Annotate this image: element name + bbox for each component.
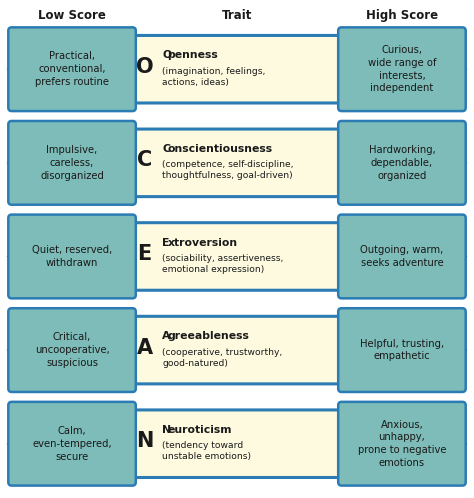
FancyBboxPatch shape [9,308,136,392]
Text: penness: penness [168,50,219,60]
Polygon shape [9,316,465,384]
Text: E: E [137,244,152,264]
Text: O: O [136,57,154,77]
Text: greeableness: greeableness [168,331,249,341]
Text: Helpful, trusting,
empathetic: Helpful, trusting, empathetic [360,339,444,362]
Text: Quiet, reserved,
withdrawn: Quiet, reserved, withdrawn [32,245,112,268]
Text: C: C [162,144,170,154]
Text: High Score: High Score [366,9,438,22]
Polygon shape [9,223,465,290]
FancyBboxPatch shape [9,121,136,205]
Text: Outgoing, warm,
seeks adventure: Outgoing, warm, seeks adventure [360,245,444,268]
Text: Critical,
uncooperative,
suspicious: Critical, uncooperative, suspicious [35,332,109,368]
Text: Low Score: Low Score [38,9,106,22]
FancyBboxPatch shape [9,27,136,111]
FancyBboxPatch shape [338,27,465,111]
Text: (tendency toward
unstable emotions): (tendency toward unstable emotions) [162,441,251,461]
Text: onscientiousness: onscientiousness [168,144,273,154]
FancyBboxPatch shape [338,402,465,486]
Text: (sociability, assertiveness,
emotional expression): (sociability, assertiveness, emotional e… [162,254,283,274]
Text: Hardworking,
dependable,
organized: Hardworking, dependable, organized [369,145,435,181]
Text: A: A [137,338,153,358]
Text: Anxious,
unhappy,
prone to negative
emotions: Anxious, unhappy, prone to negative emot… [358,419,446,468]
Text: (imagination, feelings,
actions, ideas): (imagination, feelings, actions, ideas) [162,67,265,87]
FancyBboxPatch shape [338,308,465,392]
Text: Impulsive,
careless,
disorganized: Impulsive, careless, disorganized [40,145,104,181]
Text: Trait: Trait [222,9,252,22]
Text: A: A [162,331,171,341]
Text: O: O [162,50,171,60]
Text: C: C [137,150,152,170]
Text: (competence, self-discipline,
thoughtfulness, goal-driven): (competence, self-discipline, thoughtful… [162,160,293,180]
Text: Curious,
wide range of
interests,
independent: Curious, wide range of interests, indepe… [368,45,436,94]
Text: Practical,
conventional,
prefers routine: Practical, conventional, prefers routine [35,51,109,87]
Text: E: E [162,238,170,248]
FancyBboxPatch shape [338,215,465,298]
Polygon shape [9,410,465,478]
Polygon shape [9,35,465,103]
FancyBboxPatch shape [9,215,136,298]
Text: euroticism: euroticism [168,425,232,435]
Polygon shape [9,129,465,197]
Text: N: N [162,425,171,435]
FancyBboxPatch shape [338,121,465,205]
Text: N: N [136,431,153,451]
Text: Calm,
even-tempered,
secure: Calm, even-tempered, secure [32,426,112,462]
Text: (cooperative, trustworthy,
good-natured): (cooperative, trustworthy, good-natured) [162,348,283,368]
FancyBboxPatch shape [9,402,136,486]
Text: xtroversion: xtroversion [168,238,237,248]
